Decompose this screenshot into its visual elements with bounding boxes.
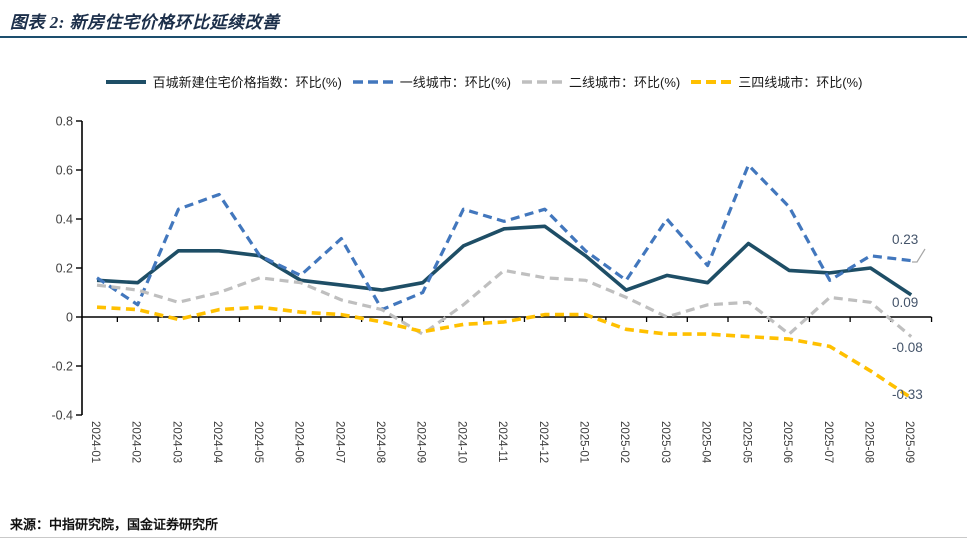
legend-line-swatch	[691, 79, 732, 84]
x-axis-month-label: 2024-04	[211, 421, 223, 464]
x-axis-month-label: 2024-08	[374, 421, 386, 463]
y-axis-tick-label: -0.2	[51, 360, 73, 374]
series-end-label: -0.08	[892, 340, 923, 355]
legend-label: 百城新建住宅价格指数：环比(%)	[152, 75, 342, 90]
series-end-label: 0.09	[892, 295, 918, 310]
legend-line-swatch	[105, 79, 146, 84]
legend-item-1: 一线城市：环比(%)	[352, 72, 511, 91]
x-axis-month-label: 2024-05	[252, 421, 264, 463]
x-axis-month-label: 2024-09	[415, 421, 427, 463]
bottom-divider	[0, 537, 967, 538]
x-axis-month-label: 2024-06	[293, 421, 305, 463]
x-axis-month-label: 2025-07	[822, 421, 834, 463]
x-axis-month-label: 2025-05	[740, 421, 752, 463]
x-axis-month-label: 2024-07	[333, 421, 345, 463]
x-axis-month-label: 2025-04	[700, 421, 712, 464]
legend-label: 二线城市：环比(%)	[569, 75, 681, 90]
x-axis-month-label: 2024-11	[496, 421, 508, 462]
x-axis-month-label: 2025-06	[781, 421, 793, 463]
y-axis-tick-label: 0.8	[56, 115, 73, 129]
legend-item-2: 二线城市：环比(%)	[521, 72, 680, 91]
chart-legend: 百城新建住宅价格指数：环比(%) 一线城市：环比(%) 二线城市：环比(%) 三四线城…	[0, 72, 967, 91]
x-axis-month-label: 2024-10	[455, 421, 467, 463]
x-axis-month-label: 2025-08	[862, 421, 874, 463]
y-axis-tick-label: 0.4	[56, 213, 73, 227]
legend-label: 一线城市：环比(%)	[399, 75, 511, 90]
y-axis-tick-label: 0	[66, 311, 73, 325]
x-axis-month-label: 2025-01	[578, 421, 590, 463]
series-line	[96, 305, 913, 400]
series-end-label: -0.33	[892, 387, 923, 402]
series-line	[96, 268, 913, 338]
series-line	[96, 163, 912, 312]
legend-line-swatch	[352, 79, 393, 84]
legend-label: 三四线城市：环比(%)	[738, 75, 863, 90]
legend-line-swatch	[522, 79, 562, 84]
series-end-label: 0.23	[892, 232, 918, 247]
y-axis-tick-label: -0.4	[51, 409, 73, 423]
legend-item-3: 三四线城市：环比(%)	[690, 72, 862, 91]
x-axis-month-label: 2025-03	[659, 421, 671, 463]
x-axis-month-label: 2025-02	[618, 421, 630, 463]
x-axis-month-label: 2024-01	[89, 421, 101, 463]
series-line	[96, 224, 913, 297]
y-axis-tick-label: 0.6	[56, 164, 73, 178]
figure-title: 图表 2: 新房住宅价格环比延续改善	[10, 13, 280, 32]
x-axis-month-label: 2024-02	[130, 421, 142, 463]
title-divider	[0, 36, 967, 38]
x-axis-month-label: 2025-09	[903, 421, 915, 463]
y-axis-tick-label: 0.2	[56, 262, 73, 276]
legend-item-0: 百城新建住宅价格指数：环比(%)	[105, 72, 342, 91]
x-axis-month-label: 2024-12	[537, 421, 549, 463]
source-note: 来源：中指研究院，国金证券研究所	[10, 517, 219, 532]
x-axis-month-label: 2024-03	[170, 421, 182, 463]
label-leader-line	[912, 248, 926, 263]
